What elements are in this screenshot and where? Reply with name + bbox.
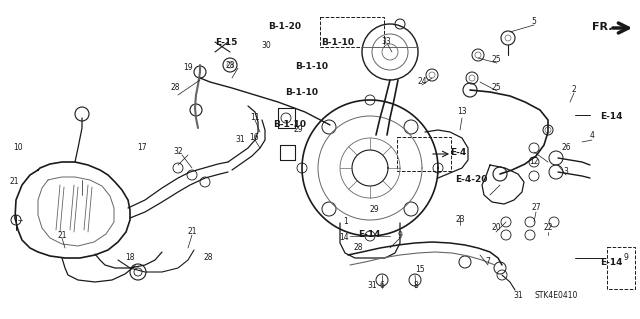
Text: 31: 31 bbox=[513, 291, 523, 300]
Text: 6: 6 bbox=[380, 280, 385, 290]
Text: E-4: E-4 bbox=[450, 148, 467, 157]
Text: 25: 25 bbox=[491, 84, 501, 93]
Text: 29: 29 bbox=[293, 125, 303, 135]
Text: 31: 31 bbox=[367, 280, 377, 290]
Text: 15: 15 bbox=[415, 265, 425, 275]
Text: 28: 28 bbox=[204, 254, 212, 263]
Text: 30: 30 bbox=[261, 41, 271, 49]
Text: 9: 9 bbox=[623, 254, 628, 263]
Text: 18: 18 bbox=[125, 254, 135, 263]
Text: B-1-10: B-1-10 bbox=[321, 38, 354, 47]
Text: 25: 25 bbox=[491, 56, 501, 64]
Text: 12: 12 bbox=[529, 158, 539, 167]
Text: 7: 7 bbox=[486, 257, 490, 266]
Text: E-14: E-14 bbox=[600, 258, 623, 267]
Text: 5: 5 bbox=[532, 18, 536, 26]
Text: 28: 28 bbox=[353, 243, 363, 253]
Text: 17: 17 bbox=[137, 144, 147, 152]
Text: 19: 19 bbox=[183, 63, 193, 72]
Text: E-15: E-15 bbox=[215, 38, 237, 47]
Text: 22: 22 bbox=[543, 224, 553, 233]
Text: FR.: FR. bbox=[592, 22, 612, 32]
Text: 28: 28 bbox=[225, 61, 235, 70]
Text: 11: 11 bbox=[250, 114, 260, 122]
Text: 29: 29 bbox=[369, 205, 379, 214]
Text: B-1-10: B-1-10 bbox=[273, 120, 306, 129]
Text: B-1-10: B-1-10 bbox=[285, 88, 318, 97]
Text: 21: 21 bbox=[188, 227, 196, 236]
Text: B-1-20: B-1-20 bbox=[268, 22, 301, 31]
Text: 3: 3 bbox=[564, 167, 568, 176]
Text: 28: 28 bbox=[170, 84, 180, 93]
Text: 23: 23 bbox=[455, 216, 465, 225]
Text: 9: 9 bbox=[397, 231, 403, 240]
Text: 1: 1 bbox=[344, 218, 348, 226]
Text: E-14: E-14 bbox=[358, 230, 381, 239]
Text: E-14: E-14 bbox=[600, 112, 623, 121]
Text: 13: 13 bbox=[457, 108, 467, 116]
Text: 21: 21 bbox=[9, 177, 19, 187]
Text: B-1-10: B-1-10 bbox=[295, 62, 328, 71]
Text: 32: 32 bbox=[173, 147, 183, 157]
Text: 27: 27 bbox=[531, 204, 541, 212]
Text: 2: 2 bbox=[572, 85, 577, 94]
Text: 4: 4 bbox=[589, 131, 595, 140]
Text: 20: 20 bbox=[491, 224, 501, 233]
Text: 14: 14 bbox=[339, 234, 349, 242]
Text: 31: 31 bbox=[235, 136, 245, 145]
Text: 10: 10 bbox=[13, 144, 23, 152]
Text: 21: 21 bbox=[57, 231, 67, 240]
Text: 8: 8 bbox=[413, 280, 419, 290]
Text: E-4-20: E-4-20 bbox=[455, 175, 488, 184]
Text: 26: 26 bbox=[561, 144, 571, 152]
Text: STK4E0410: STK4E0410 bbox=[534, 292, 578, 300]
Text: 24: 24 bbox=[417, 78, 427, 86]
Text: 16: 16 bbox=[249, 133, 259, 143]
Text: 33: 33 bbox=[381, 38, 391, 47]
